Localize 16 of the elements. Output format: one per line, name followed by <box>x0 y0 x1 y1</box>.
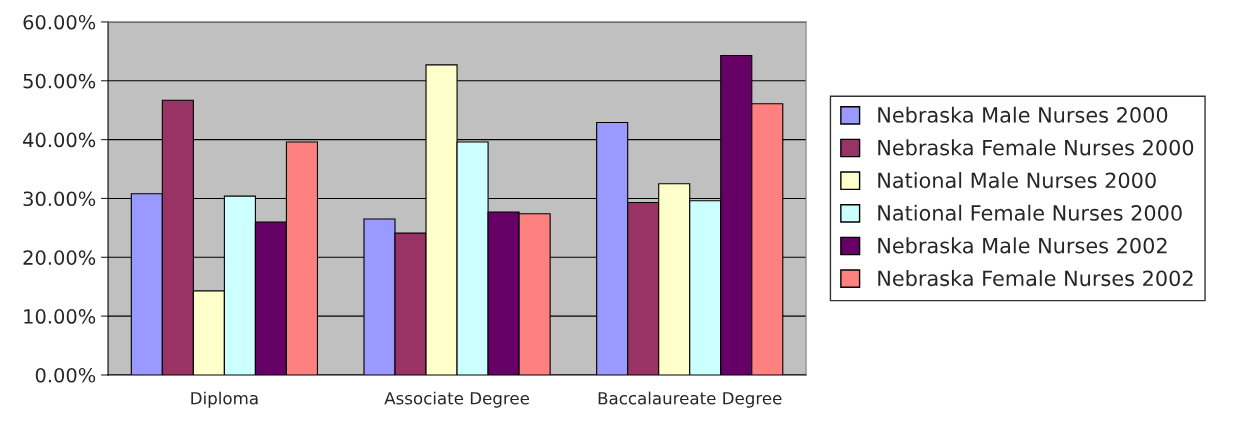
legend-label: Nebraska Female Nurses 2000 <box>878 139 1194 156</box>
y-tick-label: 40.00% <box>23 132 96 148</box>
legend-label: Nebraska Male Nurses 2000 <box>878 106 1168 123</box>
y-tick-label: 50.00% <box>23 73 96 89</box>
x-tick-label: Diploma <box>191 391 258 408</box>
y-tick-label: 60.00% <box>23 14 96 30</box>
y-tick-label: 30.00% <box>23 191 96 207</box>
x-tick-label: Associate Degree <box>384 391 530 408</box>
legend-label: Nebraska Female Nurses 2002 <box>878 270 1193 287</box>
y-tick-label: 20.00% <box>23 250 96 265</box>
y-tick-label: 0.00% <box>35 367 96 383</box>
legend-label: National Female Nurses 2000 <box>878 204 1182 221</box>
y-tick-label: 10.00% <box>24 309 96 324</box>
x-tick-label: Baccalaureate Degree <box>598 391 782 408</box>
legend-label: Nebraska Male Nurses 2002 <box>878 237 1167 254</box>
legend-label: National Male Nurses 2000 <box>878 172 1156 189</box>
